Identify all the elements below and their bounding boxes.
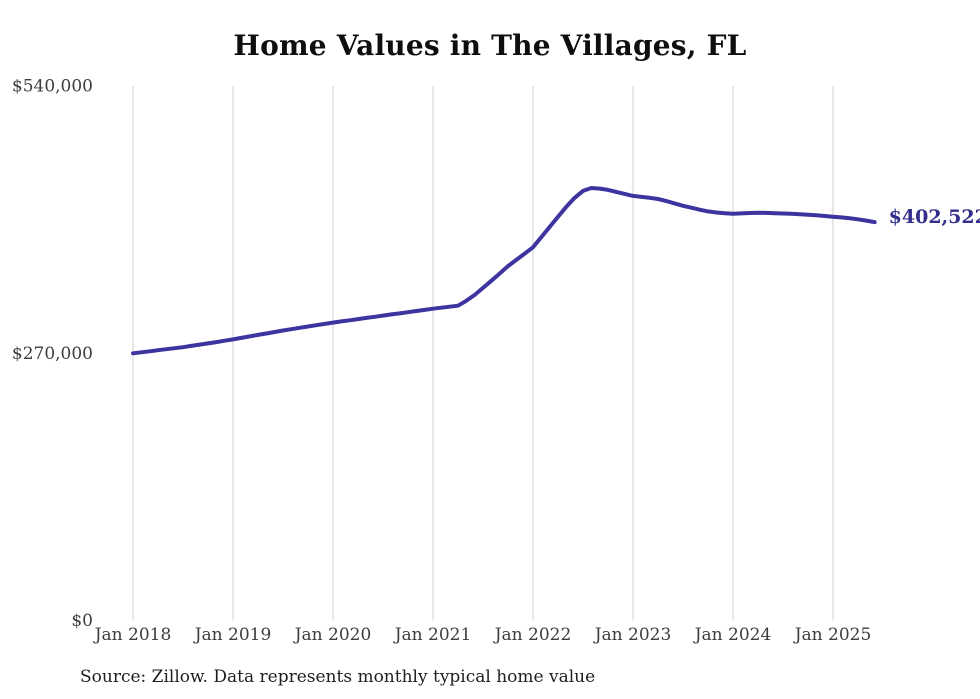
x-tick-label: Jan 2023 — [593, 625, 672, 645]
x-tick-label: Jan 2021 — [393, 625, 472, 645]
current-value-label: $402,522 — [889, 206, 980, 228]
y-tick-label: $540,000 — [12, 77, 93, 97]
home-value-line — [131, 186, 877, 356]
x-tick-label: Jan 2024 — [693, 625, 772, 645]
chart-title: Home Values in The Villages, FL — [233, 29, 747, 62]
x-tick-label: Jan 2019 — [193, 625, 272, 645]
x-tick-label: Jan 2020 — [293, 625, 372, 645]
y-tick-label: $0 — [71, 611, 93, 631]
y-tick-label: $270,000 — [12, 344, 93, 364]
x-tick-label: Jan 2018 — [93, 625, 172, 645]
x-tick-label: Jan 2025 — [793, 625, 872, 645]
x-tick-label: Jan 2022 — [493, 625, 572, 645]
source-note: Source: Zillow. Data represents monthly … — [80, 667, 596, 687]
